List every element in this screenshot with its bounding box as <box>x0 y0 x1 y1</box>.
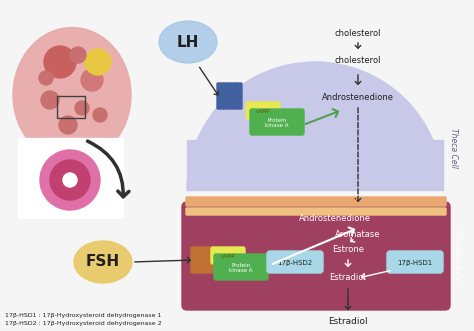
Circle shape <box>39 71 53 85</box>
Text: Protein
kinase A: Protein kinase A <box>229 262 253 273</box>
FancyBboxPatch shape <box>18 138 123 218</box>
Circle shape <box>40 150 100 210</box>
FancyBboxPatch shape <box>209 247 216 273</box>
Circle shape <box>93 108 107 122</box>
Ellipse shape <box>159 21 217 63</box>
FancyBboxPatch shape <box>250 109 304 135</box>
FancyBboxPatch shape <box>223 83 230 109</box>
Circle shape <box>59 116 77 134</box>
FancyBboxPatch shape <box>214 254 268 280</box>
Bar <box>187 140 443 190</box>
Text: cAMP: cAMP <box>221 254 235 259</box>
Circle shape <box>44 46 76 78</box>
FancyBboxPatch shape <box>191 247 198 273</box>
Text: Theca Cell: Theca Cell <box>449 128 458 168</box>
FancyBboxPatch shape <box>203 247 210 273</box>
Text: Androstenedione: Androstenedione <box>299 213 371 222</box>
FancyBboxPatch shape <box>186 197 446 206</box>
Bar <box>57 96 85 118</box>
Text: Estrone: Estrone <box>332 246 364 255</box>
FancyBboxPatch shape <box>197 247 204 273</box>
Text: 17β-HSD1 : 17β-Hydroxysteroid dehydrogenase 1: 17β-HSD1 : 17β-Hydroxysteroid dehydrogen… <box>5 312 161 317</box>
FancyBboxPatch shape <box>182 202 450 310</box>
Circle shape <box>70 47 86 63</box>
Text: FSH: FSH <box>86 255 120 269</box>
Circle shape <box>81 69 103 91</box>
FancyBboxPatch shape <box>267 251 323 273</box>
FancyBboxPatch shape <box>186 208 446 215</box>
Circle shape <box>85 49 111 75</box>
Wedge shape <box>187 62 443 190</box>
FancyBboxPatch shape <box>229 83 236 109</box>
Text: Androstenedione: Androstenedione <box>322 92 394 102</box>
FancyBboxPatch shape <box>235 83 242 109</box>
Text: 17β-HSD2: 17β-HSD2 <box>277 260 312 266</box>
Text: Granulosa Cell: Granulosa Cell <box>454 230 463 286</box>
Text: 17β-HSD1: 17β-HSD1 <box>397 260 433 266</box>
Text: Aromatase: Aromatase <box>335 229 381 239</box>
Ellipse shape <box>74 241 132 283</box>
FancyBboxPatch shape <box>246 102 280 119</box>
Ellipse shape <box>13 27 131 163</box>
Text: 17β-HSD2 : 17β-Hydroxysteroid dehydrogenase 2: 17β-HSD2 : 17β-Hydroxysteroid dehydrogen… <box>5 321 162 326</box>
Circle shape <box>75 101 89 115</box>
Circle shape <box>41 91 59 109</box>
Text: cAMP: cAMP <box>255 109 270 114</box>
FancyBboxPatch shape <box>211 247 245 264</box>
FancyBboxPatch shape <box>217 83 224 109</box>
Text: cholesterol: cholesterol <box>335 28 381 37</box>
Text: Estradiol: Estradiol <box>328 317 368 326</box>
Text: Estradiol: Estradiol <box>329 273 366 282</box>
Circle shape <box>50 160 90 200</box>
Text: Protein
kinase A: Protein kinase A <box>265 118 289 128</box>
Text: LH: LH <box>177 34 199 50</box>
Text: cholesterol: cholesterol <box>335 56 381 65</box>
FancyBboxPatch shape <box>387 251 443 273</box>
Circle shape <box>63 173 77 187</box>
